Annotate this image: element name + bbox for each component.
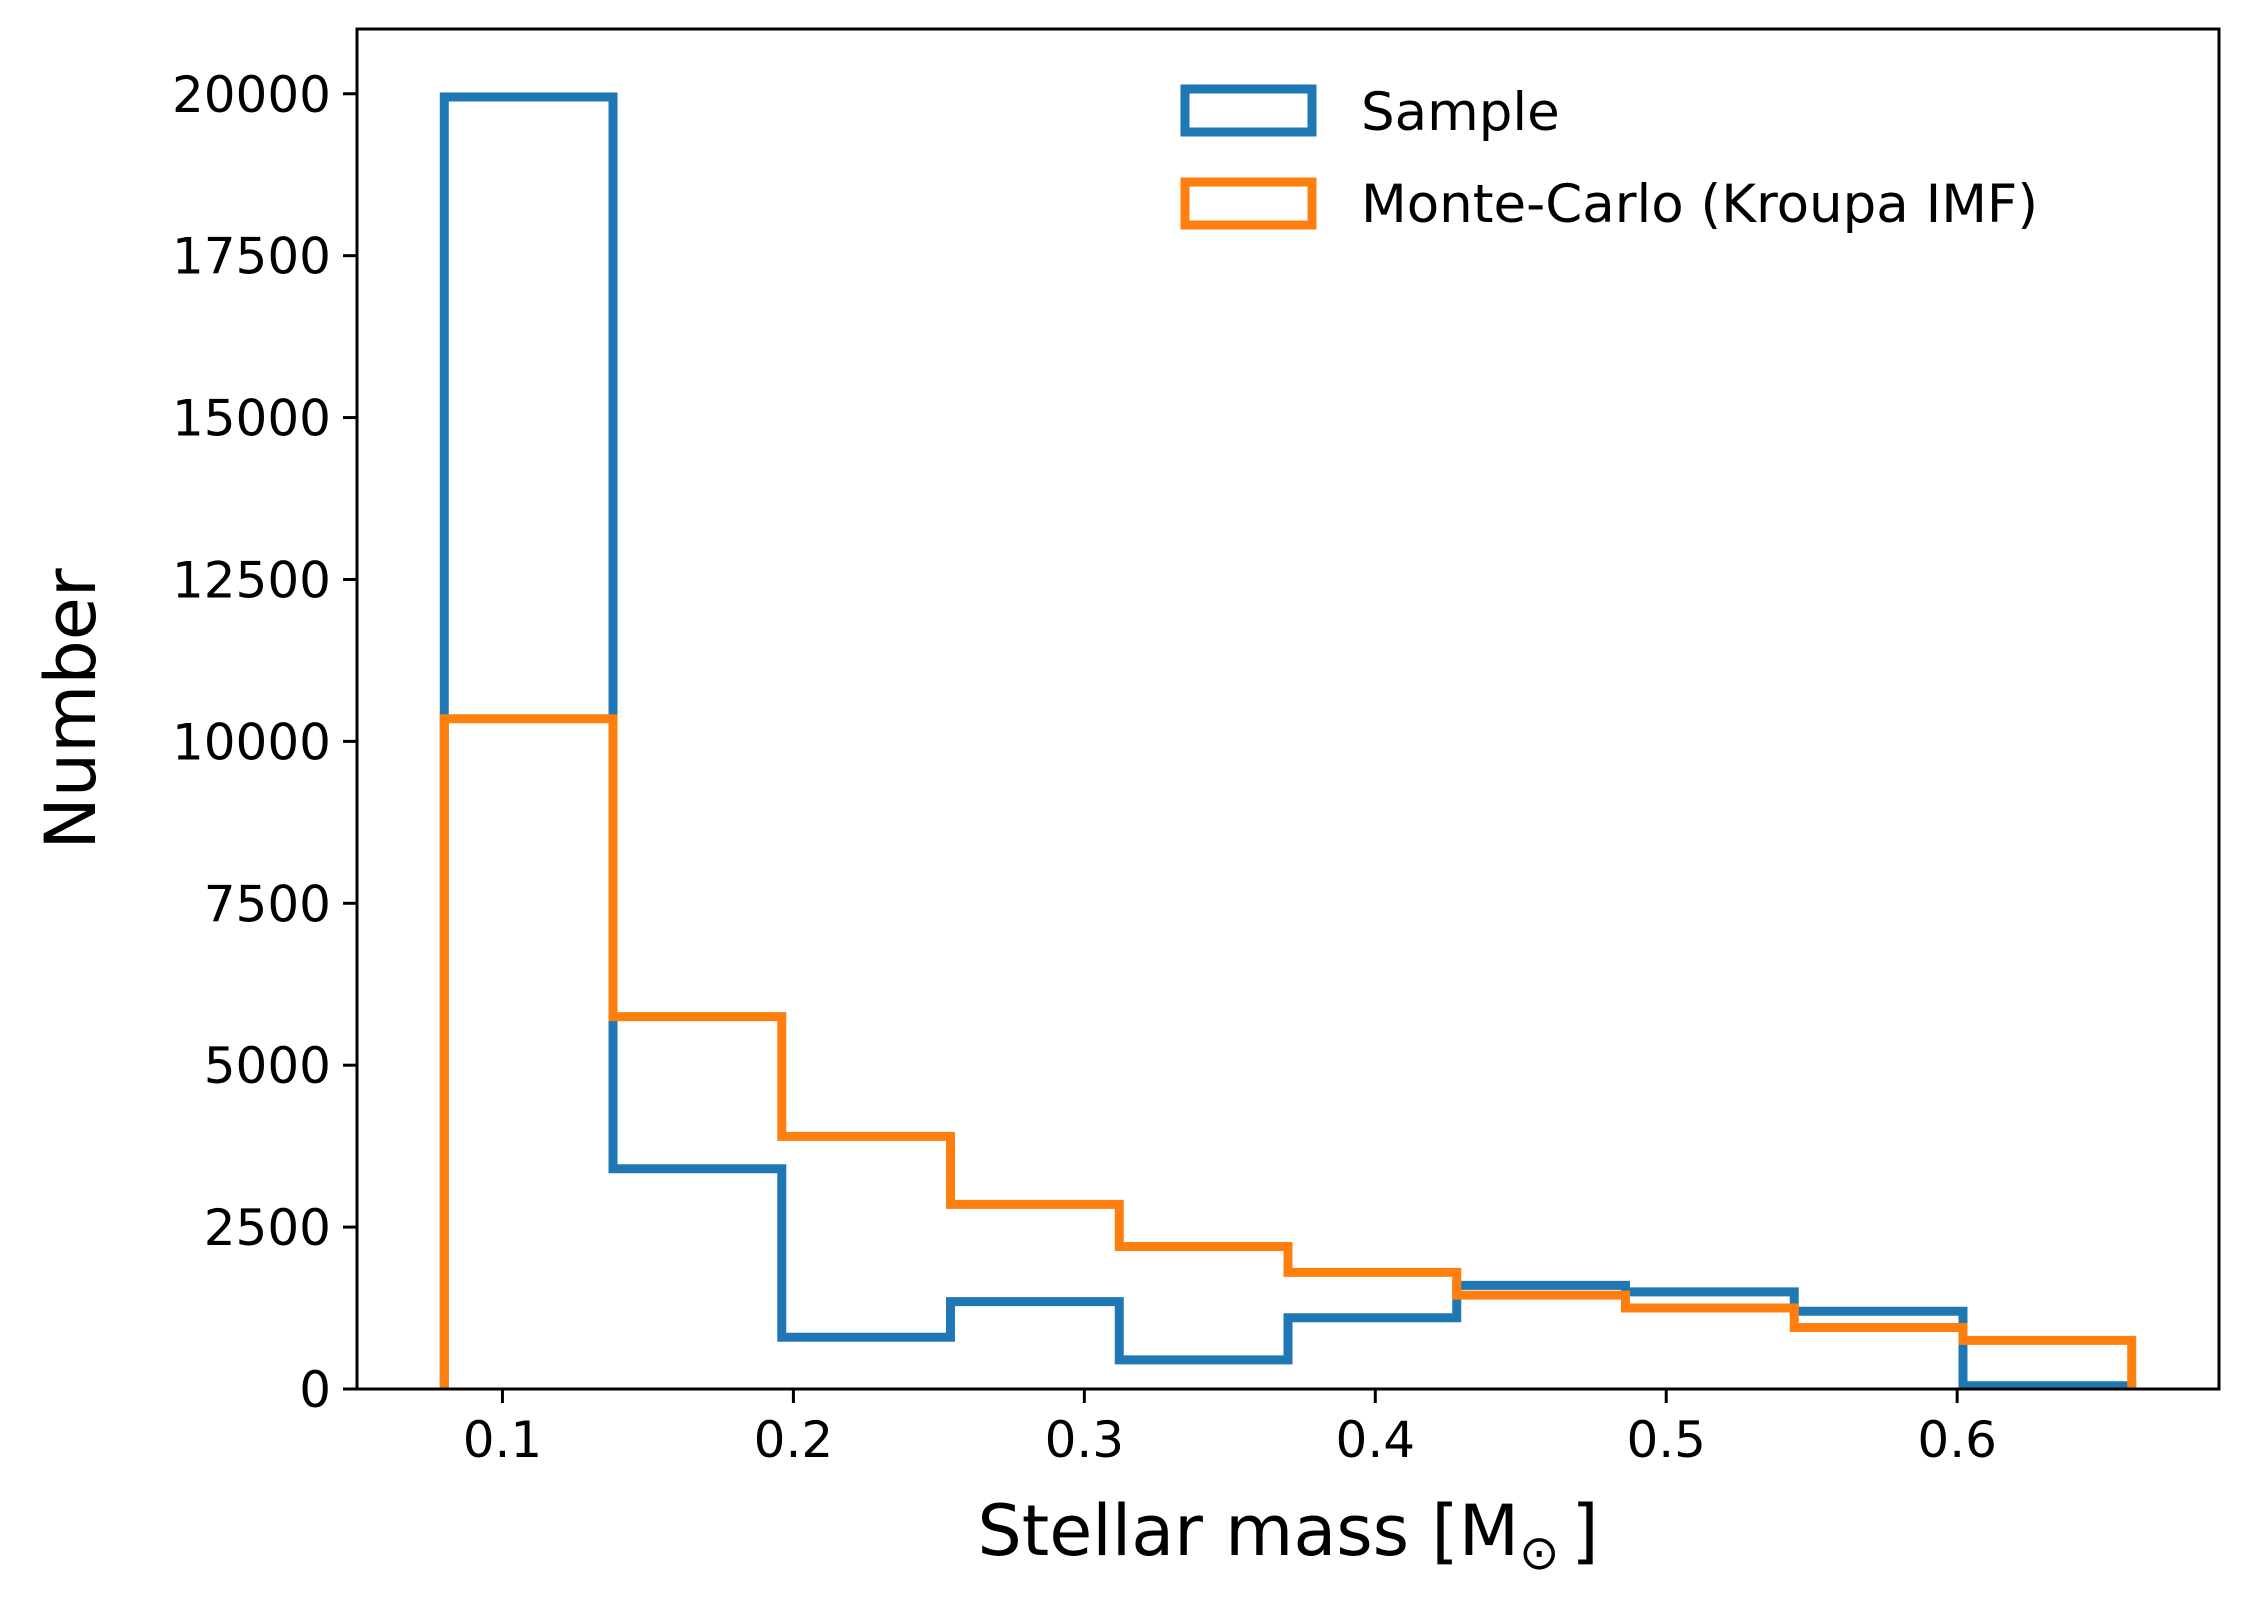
x-tick-label-4: 0.5: [1626, 1411, 1706, 1469]
x-tick-label-2: 0.3: [1045, 1411, 1125, 1469]
y-tick-label-8: 20000: [172, 66, 331, 124]
x-axis-title-close: ]: [1571, 1490, 1598, 1572]
y-axis-title: Number: [30, 568, 112, 849]
x-axis-title-sun-symbol: ⊙: [1519, 1525, 1559, 1581]
histogram-step-sample: [439, 92, 2137, 1391]
legend-label-sample: Sample: [1361, 82, 1560, 143]
histogram-step-monte-carlo-kroupa-imf: [439, 714, 2137, 1389]
y-tick-label-3: 7500: [204, 875, 331, 933]
y-tick-label-0: 0: [299, 1361, 331, 1419]
legend-swatch-sample: [1180, 84, 1317, 137]
legend: Sample Monte-Carlo (Kroupa IMF): [1180, 82, 2038, 235]
x-tick-label-3: 0.4: [1336, 1411, 1416, 1469]
x-axis-title: Stellar mass [M⊙]: [977, 1490, 1598, 1581]
x-axis: 0.1 0.2 0.3 0.4 0.5 0.6: [463, 1389, 1997, 1469]
x-axis-title-main: Stellar mass [M: [977, 1490, 1519, 1572]
y-tick-label-2: 5000: [204, 1037, 331, 1095]
y-tick-label-7: 17500: [172, 228, 331, 286]
y-tick-label-4: 10000: [172, 713, 331, 771]
y-tick-label-1: 2500: [204, 1199, 331, 1257]
plot-area: [355, 27, 2221, 1391]
y-tick-label-6: 15000: [172, 390, 331, 448]
axes-frame: [355, 27, 2221, 1391]
x-tick-label-1: 0.2: [754, 1411, 834, 1469]
y-tick-label-5: 12500: [172, 551, 331, 609]
legend-swatch-monte-carlo: [1180, 177, 1317, 230]
x-tick-label-0: 0.1: [463, 1411, 543, 1469]
x-tick-label-5: 0.6: [1917, 1411, 1997, 1469]
legend-label-monte-carlo: Monte-Carlo (Kroupa IMF): [1361, 174, 2038, 235]
y-axis: 0 2500 5000 7500 10000 12500 15000 17500 20000: [172, 66, 357, 1419]
series-layer: [439, 92, 2137, 1391]
